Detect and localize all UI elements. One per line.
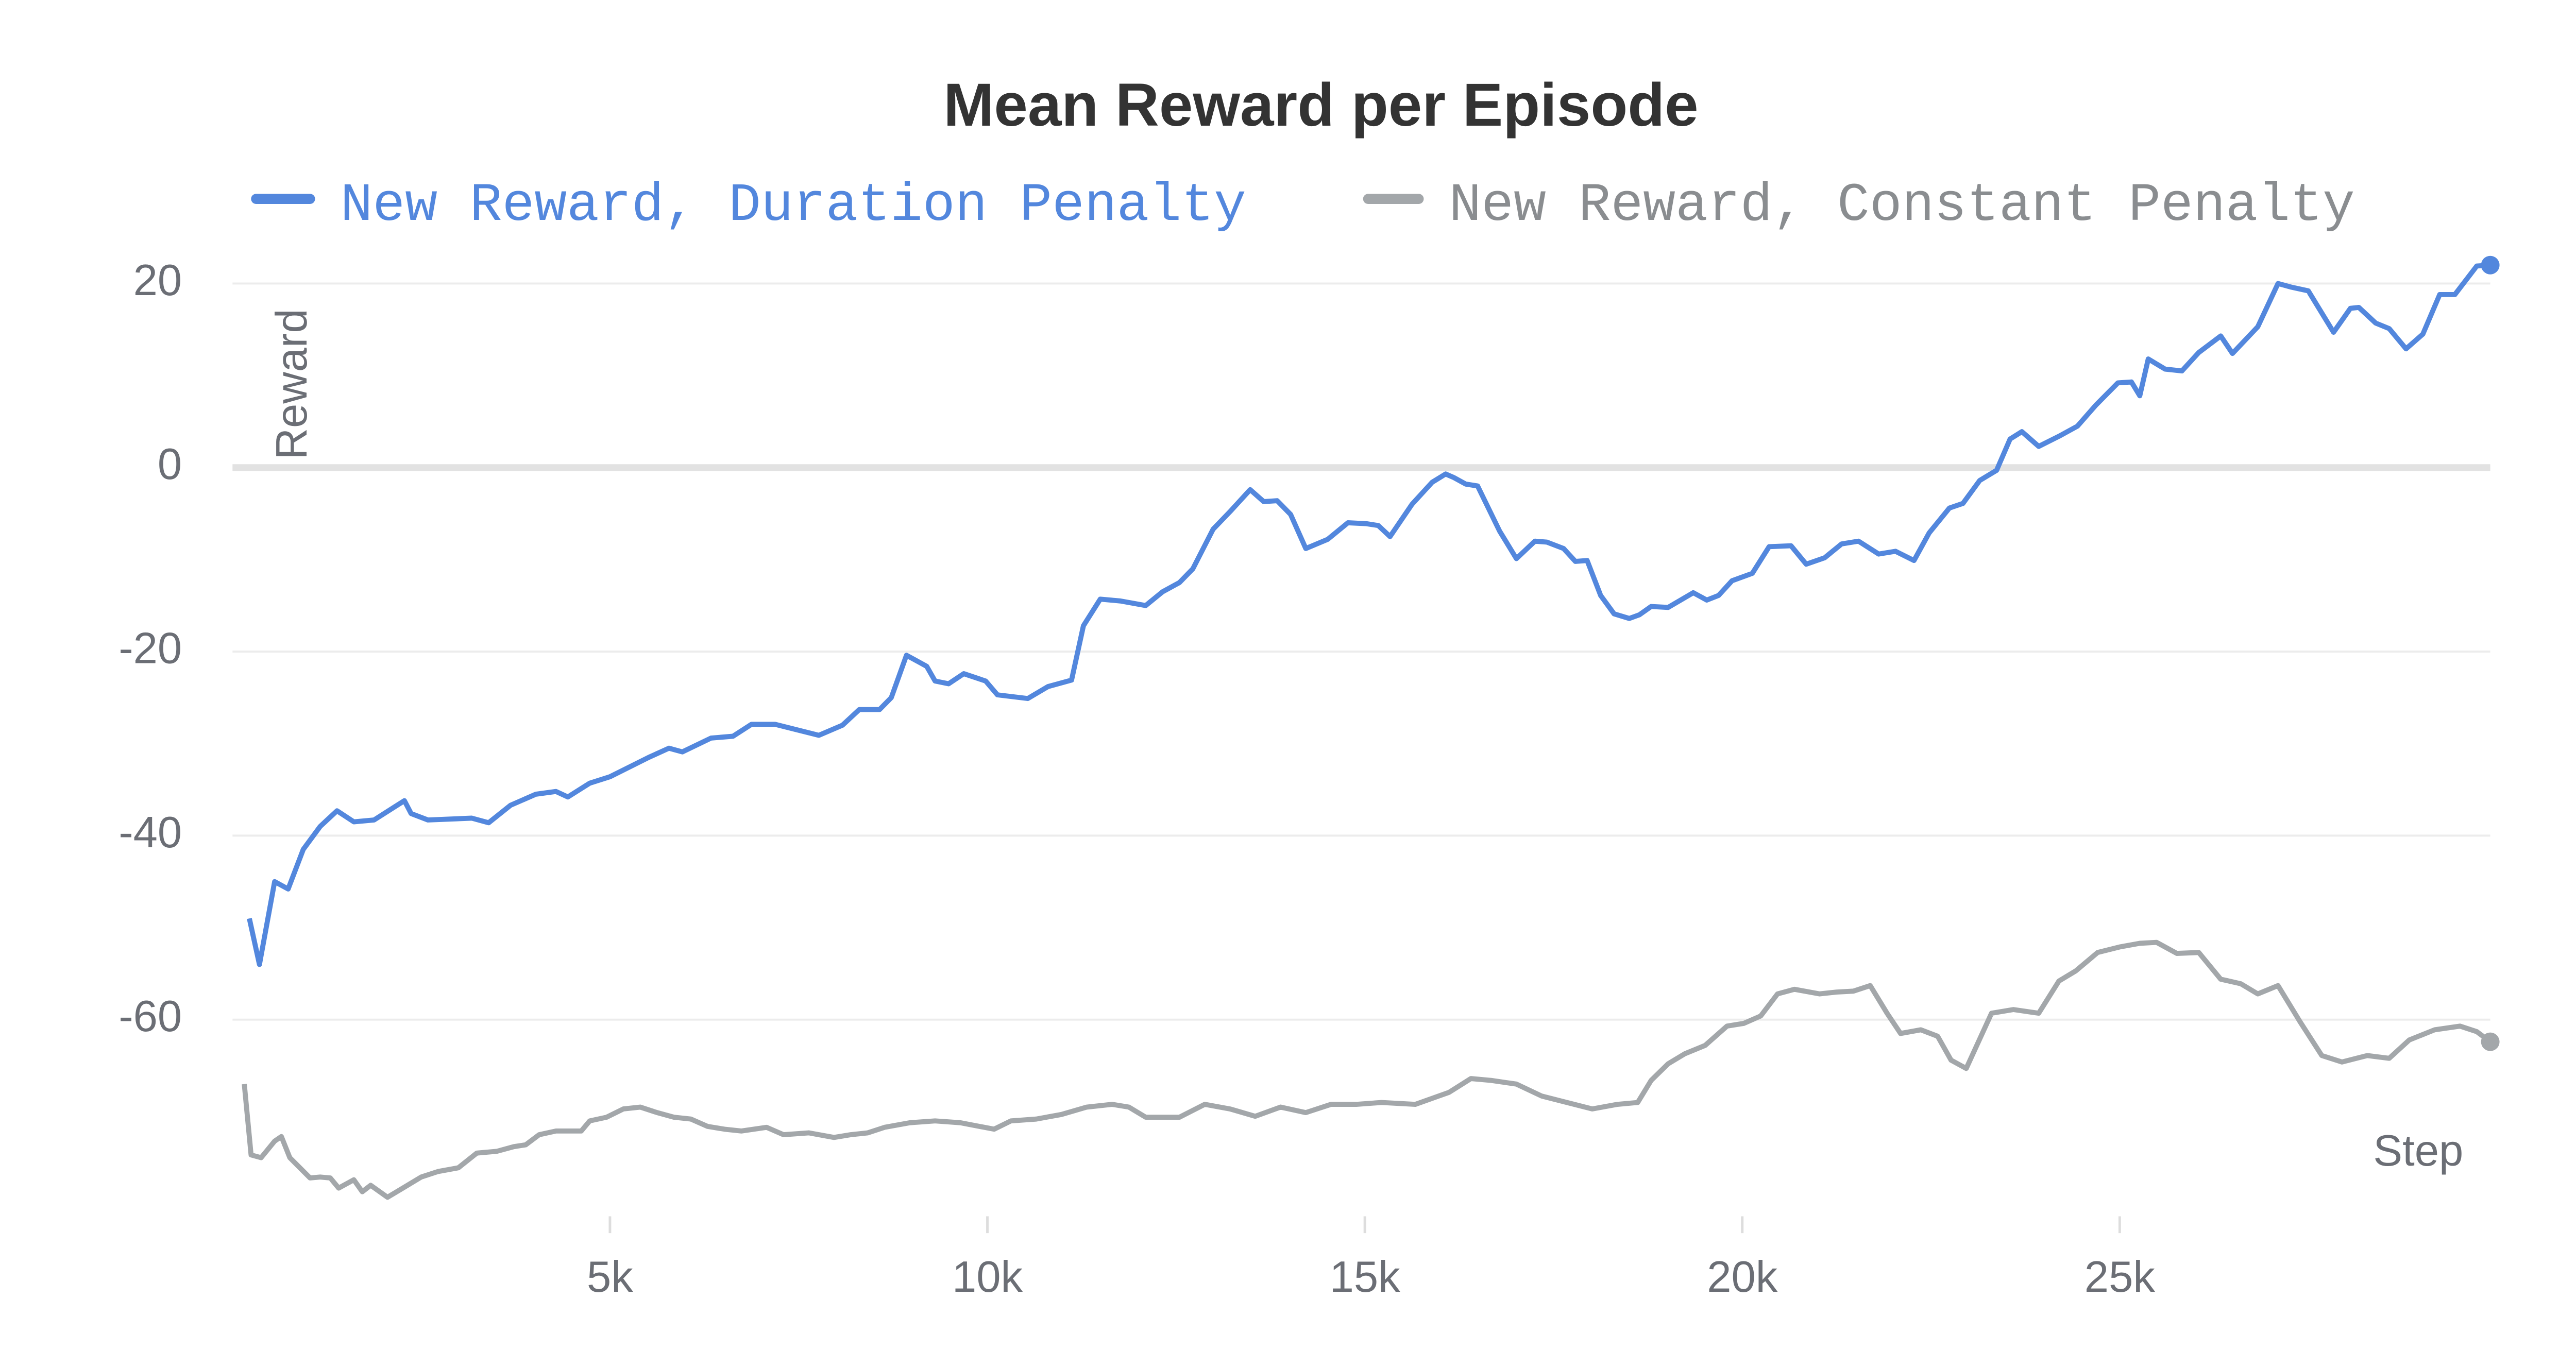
legend-label[interactable]: New Reward, Constant Penalty: [1449, 176, 2355, 236]
y-tick-label: -20: [118, 624, 182, 673]
y-axis-label: Reward: [267, 309, 316, 459]
legend-label[interactable]: New Reward, Duration Penalty: [341, 176, 1246, 236]
x-tick-label: 25k: [2084, 1253, 2156, 1302]
series-line: [242, 939, 2492, 1200]
plot-area: -60 -40 -20 0 20 5k 10k 15k 20k 25k: [118, 255, 2500, 1302]
x-tick-label: 20k: [1707, 1253, 1778, 1302]
x-tick-label: 5k: [587, 1253, 633, 1302]
y-tick-label: 0: [158, 440, 182, 489]
chart-title: Mean Reward per Episode: [943, 71, 1698, 139]
y-tick-label: -40: [118, 808, 182, 857]
x-tick-label: 10k: [952, 1253, 1023, 1302]
y-tick-label: 20: [133, 256, 182, 305]
end-point: [2481, 255, 2500, 275]
y-tick-label: -60: [118, 992, 182, 1041]
x-axis-label: Step: [2373, 1126, 2463, 1175]
end-point: [2481, 1032, 2500, 1051]
series-line: [247, 262, 2490, 967]
x-tick-label: 15k: [1330, 1253, 1401, 1302]
